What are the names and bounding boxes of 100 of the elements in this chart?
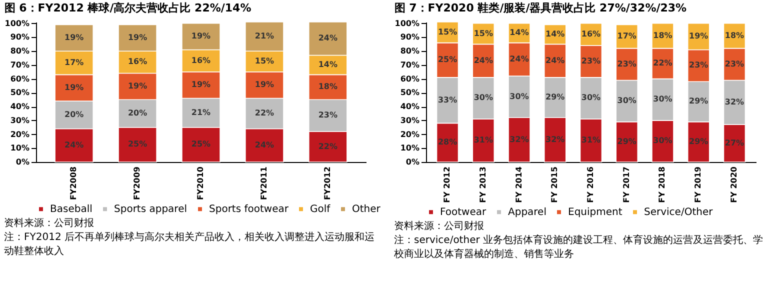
data-label: 22% — [254, 108, 274, 118]
data-label: 22% — [653, 58, 672, 68]
data-label: 24% — [64, 140, 84, 150]
data-label: 24% — [254, 140, 274, 150]
data-label: 21% — [191, 108, 211, 117]
data-label: 16% — [581, 29, 601, 38]
chart-title: 图 6：FY2012 棒球/高尔夫营收占比 22%/14% — [4, 1, 252, 14]
data-label: 28% — [438, 138, 458, 147]
y-tick-label: 40% — [400, 102, 420, 112]
y-tick-label: 20% — [400, 130, 420, 139]
text: 注：service/other 业务包括体育设施的建设工程、体育设施的运营及运营委托、学校商业以及体育器械的制造、销售等业务 — [393, 234, 764, 262]
data-label: 17% — [64, 58, 84, 67]
data-label: 27% — [724, 138, 744, 148]
y-tick-label: 0% — [16, 158, 30, 166]
data-label: 20% — [64, 110, 84, 119]
text: 资料来源：公司财报 — [3, 217, 95, 231]
legend-label: Baseball — [50, 204, 92, 216]
y-tick-label: 20% — [10, 130, 30, 139]
data-label: 21% — [254, 32, 274, 41]
data-label: 19% — [128, 32, 148, 42]
data-label: 30% — [474, 93, 493, 102]
legend-label: Sports footwear — [209, 204, 290, 216]
data-label: 29% — [617, 136, 636, 146]
x-tick-label: FY 2020 — [729, 166, 738, 203]
legend-label: Equipment — [568, 207, 622, 218]
x-tick-label: FY 2012 — [442, 166, 452, 203]
data-label: 19% — [64, 82, 84, 92]
data-label: 31% — [581, 136, 601, 145]
data-label: 15% — [474, 28, 493, 38]
data-label: 25% — [191, 140, 211, 149]
y-tick-label: 70% — [400, 60, 420, 70]
data-label: 23% — [724, 59, 744, 68]
data-label: 24% — [474, 56, 493, 65]
data-label: 33% — [438, 95, 458, 104]
legend-label: Other — [352, 204, 382, 216]
data-label: 16% — [128, 57, 148, 66]
text: 注：FY2012 后不再单列棒球与高尔夫相关产品收入，相关收入调整进入运动服和运动鞋整体收入 — [3, 231, 376, 259]
x-tick-label: FY 2019 — [694, 166, 703, 203]
data-label: 19% — [689, 32, 708, 41]
data-label: 23% — [617, 59, 636, 68]
data-label: 30% — [617, 96, 636, 106]
y-tick-label: 10% — [400, 144, 420, 153]
data-label: 19% — [64, 32, 84, 42]
legend-label: Apparel — [508, 207, 546, 218]
legend-label: Service/Other — [644, 207, 714, 218]
y-tick-label: 60% — [10, 74, 30, 84]
x-tick-label: FY 2017 — [622, 166, 631, 203]
y-tick-label: 50% — [10, 88, 30, 98]
data-label: 30% — [653, 94, 672, 104]
data-label: 32% — [546, 134, 565, 144]
x-tick-label: FY2008 — [69, 166, 78, 200]
text: 资料来源：公司财报 — [393, 220, 485, 234]
y-tick-label: 80% — [400, 46, 420, 56]
data-label: 30% — [653, 136, 672, 146]
data-label: 19% — [191, 80, 211, 90]
data-label: 14% — [546, 29, 565, 38]
data-label: 23% — [318, 110, 338, 120]
data-label: 24% — [546, 56, 565, 65]
data-label: 15% — [254, 56, 274, 66]
y-tick-label: 90% — [400, 32, 420, 42]
legend-label: Footwear — [440, 207, 488, 218]
y-tick-label: 50% — [400, 88, 420, 98]
data-label: 32% — [510, 134, 529, 144]
data-label: 25% — [438, 55, 458, 64]
data-label: 23% — [689, 60, 708, 70]
data-label: 22% — [318, 142, 338, 151]
y-tick-label: 100% — [394, 18, 420, 28]
data-label: 14% — [318, 60, 338, 69]
x-tick-label: FY 2013 — [478, 166, 488, 203]
y-tick-label: 60% — [400, 74, 420, 84]
data-label: 30% — [581, 93, 601, 102]
x-tick-label: FY 2015 — [550, 166, 560, 203]
data-label: 18% — [653, 30, 672, 40]
x-tick-label: FY 2014 — [514, 166, 524, 203]
data-label: 19% — [128, 81, 148, 90]
x-tick-label: FY2009 — [132, 166, 142, 200]
data-label: 29% — [689, 136, 708, 146]
y-tick-label: 100% — [4, 18, 30, 28]
data-label: 31% — [474, 136, 493, 145]
y-tick-label: 10% — [10, 144, 30, 153]
data-label: 32% — [724, 97, 744, 106]
data-label: 25% — [128, 140, 148, 149]
data-label: 24% — [510, 54, 529, 64]
y-tick-label: 40% — [10, 102, 30, 112]
data-label: 30% — [510, 92, 529, 101]
y-tick-label: 90% — [10, 32, 30, 42]
data-label: 29% — [689, 96, 708, 106]
y-tick-label: 30% — [400, 116, 420, 125]
chart-title: 图 7：FY2020 鞋类/服装/器具营收占比 27%/32%/23% — [394, 1, 687, 14]
y-tick-label: 70% — [10, 60, 30, 70]
legend-label: Sports apparel — [114, 204, 188, 216]
y-tick-label: 30% — [10, 116, 30, 125]
x-tick-label: FY2012 — [322, 166, 332, 200]
x-tick-label: FY 2016 — [586, 166, 595, 203]
data-label: 17% — [617, 32, 636, 41]
data-label: 23% — [581, 56, 601, 66]
data-label: 14% — [510, 28, 529, 38]
y-tick-label: 0% — [406, 158, 420, 166]
data-label: 15% — [438, 27, 458, 36]
y-tick-label: 80% — [10, 46, 30, 56]
